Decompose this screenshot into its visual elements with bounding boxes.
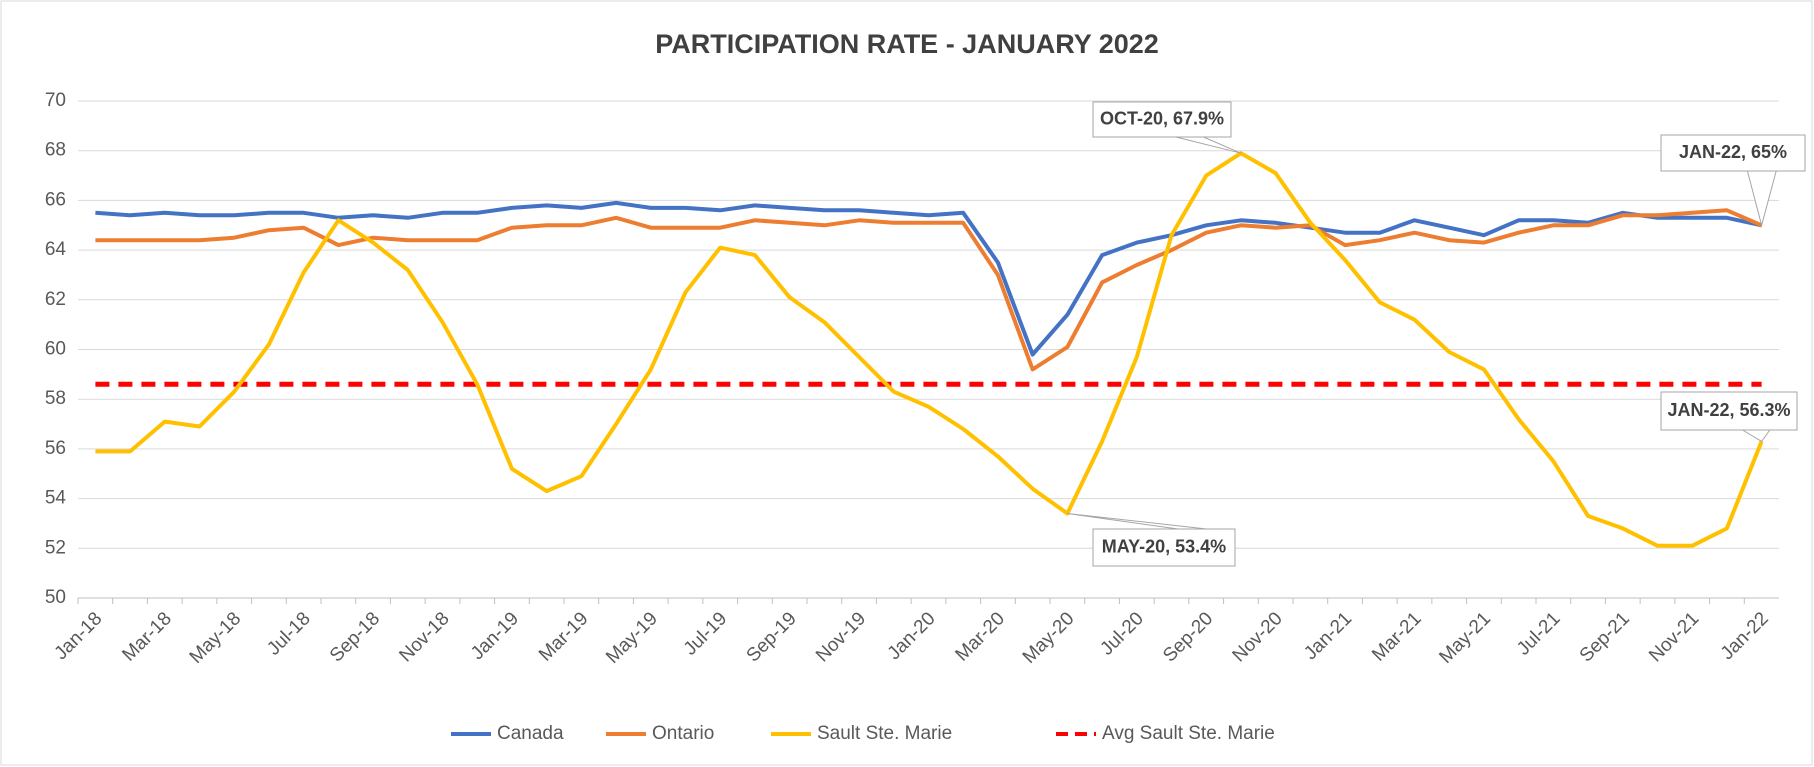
callout-label: MAY-20, 53.4%: [1102, 536, 1226, 556]
callout-box: [1660, 391, 1798, 431]
callout-box: [1660, 134, 1806, 172]
callout-label: OCT-20, 67.9%: [1100, 108, 1224, 128]
y-tick-label: 70: [45, 90, 66, 111]
series-line: [95, 151, 1764, 548]
series-line: [95, 208, 1763, 372]
chart-title: PARTICIPATION RATE - JANUARY 2022: [655, 29, 1159, 59]
y-tick-label: 68: [45, 140, 66, 161]
callout-label: JAN-22, 56.3%: [1667, 400, 1790, 420]
y-tick-label: 62: [45, 289, 66, 310]
y-tick-label: 58: [45, 388, 66, 409]
y-tick-label: 60: [45, 339, 66, 360]
legend-label: Sault Ste. Marie: [817, 723, 952, 744]
y-tick-label: 50: [45, 587, 66, 608]
y-tick-label: 66: [45, 189, 66, 210]
callout-label: JAN-22, 65%: [1679, 142, 1787, 162]
callout-box: [1092, 528, 1236, 567]
legend-label: Ontario: [652, 723, 714, 744]
y-tick-label: 52: [45, 537, 66, 558]
y-tick-label: 56: [45, 438, 66, 459]
legend-label: Canada: [497, 723, 564, 744]
callout-leader: [1175, 136, 1242, 154]
callout-leader: [1746, 170, 1777, 228]
y-tick-label: 64: [45, 239, 67, 260]
legend-label: Avg Sault Ste. Marie: [1102, 723, 1275, 744]
callout-box: [1092, 101, 1232, 138]
y-tick-label: 54: [45, 488, 67, 509]
callout-leader: [1067, 513, 1207, 530]
series-line: [95, 200, 1763, 357]
callout-leader: [1742, 429, 1771, 443]
